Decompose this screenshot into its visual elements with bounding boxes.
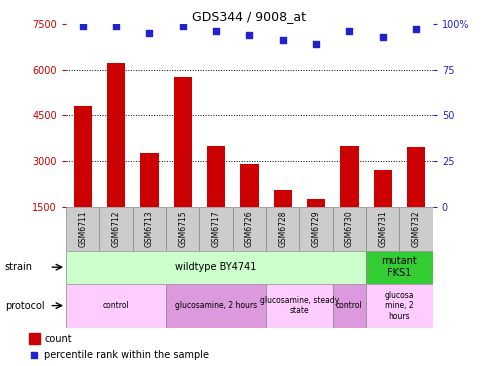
Point <box>145 30 153 36</box>
Bar <box>166 207 199 251</box>
Bar <box>66 284 166 328</box>
Text: glucosa
mine, 2
hours: glucosa mine, 2 hours <box>384 291 413 321</box>
Text: GSM6713: GSM6713 <box>144 210 154 247</box>
Text: glucosamine, 2 hours: glucosamine, 2 hours <box>175 301 257 310</box>
Bar <box>206 146 225 207</box>
Bar <box>332 284 366 328</box>
Point <box>278 37 286 43</box>
Bar <box>173 77 191 207</box>
Bar <box>29 333 40 344</box>
Text: GSM6712: GSM6712 <box>111 210 120 247</box>
Bar <box>199 207 232 251</box>
Point <box>378 34 386 40</box>
Bar <box>265 284 332 328</box>
Bar <box>66 207 99 251</box>
Bar <box>66 251 366 284</box>
Bar <box>273 190 291 207</box>
Point <box>245 32 253 38</box>
Bar <box>166 284 265 328</box>
Bar <box>232 207 265 251</box>
Bar <box>366 284 432 328</box>
Text: protocol: protocol <box>5 300 44 311</box>
Text: control: control <box>335 301 362 310</box>
Bar <box>99 207 132 251</box>
Bar <box>399 207 432 251</box>
Text: strain: strain <box>5 262 33 272</box>
Text: glucosamine, steady
state: glucosamine, steady state <box>259 296 338 315</box>
Bar <box>240 164 258 207</box>
Text: GSM6715: GSM6715 <box>178 210 187 247</box>
Text: wildtype BY4741: wildtype BY4741 <box>175 262 256 272</box>
Bar <box>366 251 432 284</box>
Point <box>179 23 186 29</box>
Text: percentile rank within the sample: percentile rank within the sample <box>44 350 209 360</box>
Text: GSM6730: GSM6730 <box>344 210 353 247</box>
Point <box>311 41 319 47</box>
Bar <box>340 146 358 207</box>
Bar <box>265 207 299 251</box>
Point <box>212 28 220 34</box>
Text: GSM6726: GSM6726 <box>244 210 253 247</box>
Bar <box>140 153 158 207</box>
Text: GSM6731: GSM6731 <box>378 210 386 247</box>
Bar <box>299 207 332 251</box>
Point <box>30 352 38 358</box>
Text: GSM6732: GSM6732 <box>411 210 420 247</box>
Text: GSM6729: GSM6729 <box>311 210 320 247</box>
Text: control: control <box>102 301 129 310</box>
Bar <box>73 106 92 207</box>
Text: count: count <box>44 334 72 344</box>
Bar <box>332 207 366 251</box>
Bar <box>406 147 425 207</box>
Text: GSM6728: GSM6728 <box>278 210 286 247</box>
Text: GSM6711: GSM6711 <box>78 210 87 247</box>
Bar <box>132 207 166 251</box>
Bar <box>107 63 125 207</box>
Text: GSM6717: GSM6717 <box>211 210 220 247</box>
Point <box>345 28 353 34</box>
Title: GDS344 / 9008_at: GDS344 / 9008_at <box>192 10 306 23</box>
Bar <box>373 170 391 207</box>
Text: mutant
FKS1: mutant FKS1 <box>381 256 416 278</box>
Point <box>79 23 86 29</box>
Point <box>112 23 120 29</box>
Bar <box>366 207 399 251</box>
Bar <box>306 199 325 207</box>
Point <box>411 26 419 32</box>
